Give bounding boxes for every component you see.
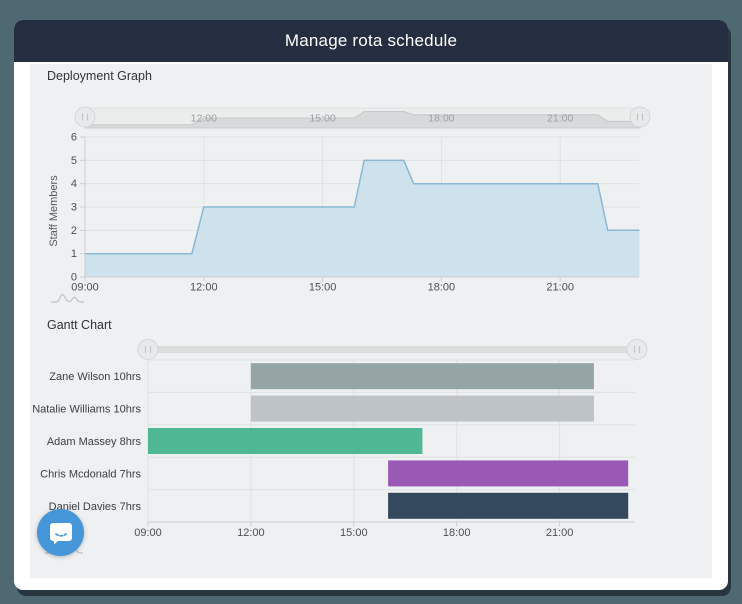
navigator-label: 18:00 [428, 113, 454, 125]
staff-area-outline [85, 159, 640, 255]
x-tick-label: 18:00 [428, 282, 456, 294]
y-tick-label: 6 [71, 132, 77, 144]
y-tick-label: 1 [71, 248, 77, 260]
y-axis-title: Staff Members [48, 175, 60, 247]
gantt-bar[interactable] [250, 395, 594, 422]
gantt-row-label: Chris Mcdonald 7hrs [40, 468, 141, 480]
y-tick-label: 3 [71, 202, 77, 214]
x-tick-label: 18:00 [443, 527, 471, 539]
gantt-bar[interactable] [250, 363, 594, 390]
gantt-bar[interactable] [388, 460, 629, 487]
x-tick-label: 09:00 [71, 282, 99, 294]
modal-header: Manage rota schedule [14, 20, 728, 62]
content-panel [30, 64, 712, 578]
gantt-bar[interactable] [388, 492, 629, 519]
navigator-label: 21:00 [547, 113, 573, 125]
y-tick-label: 2 [71, 225, 77, 237]
gantt-row-label: Daniel Davies 7hrs [49, 501, 142, 513]
gantt-slider-handle-right[interactable] [626, 339, 648, 360]
gantt-row-label: Adam Massey 8hrs [47, 436, 142, 448]
gantt-chart-svg: Zane Wilson 10hrs Natalie Williams 10hrs A… [32, 339, 648, 539]
deployment-graph-label: Deployment Graph [47, 69, 152, 83]
x-tick-label: 15:00 [340, 527, 368, 539]
navigator-label: 15:00 [309, 113, 335, 125]
gantt-slider-track[interactable] [148, 346, 640, 353]
deployment-chart-svg: 12:00 15:00 18:00 21:00 0 1 2 3 4 5 6 09:00 12:00 15:… [48, 106, 651, 294]
gantt-slider-handle-left[interactable] [137, 339, 159, 360]
y-tick-label: 0 [71, 272, 77, 284]
staff-area-series [85, 160, 640, 277]
gantt-chart-label: Gantt Chart [47, 318, 112, 332]
y-tick-label: 4 [71, 178, 77, 190]
page-title: Manage rota schedule [284, 31, 458, 50]
x-tick-label: 21:00 [546, 282, 574, 294]
x-tick-label: 12:00 [237, 527, 265, 539]
navigator-handle-right[interactable] [629, 106, 651, 128]
x-tick-label: 21:00 [546, 527, 574, 539]
area-sparkline-icon [51, 293, 85, 303]
gantt-bar[interactable] [148, 428, 423, 454]
navigator-label: 12:00 [191, 113, 217, 125]
x-tick-label: 15:00 [309, 282, 337, 294]
navigator-handle-left[interactable] [74, 106, 96, 128]
gantt-row-label: Natalie Williams 10hrs [32, 404, 141, 416]
chat-launcher[interactable] [37, 509, 84, 556]
y-tick-label: 5 [71, 155, 77, 167]
x-tick-label: 09:00 [134, 527, 162, 539]
chat-bubble-icon [49, 522, 72, 544]
x-tick-label: 12:00 [190, 282, 218, 294]
gantt-row-label: Zane Wilson 10hrs [49, 371, 141, 383]
